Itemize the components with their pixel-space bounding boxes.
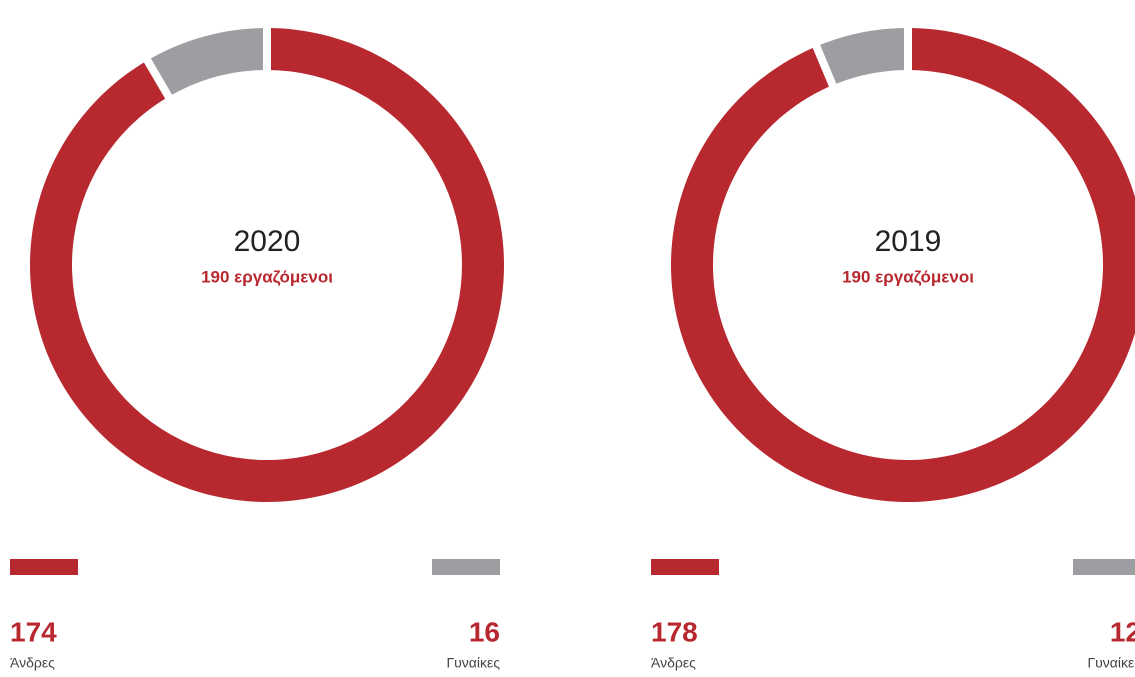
legend-swatch [651,559,719,575]
legend-label: Γυναίκες [446,655,500,671]
legend-value: 16 [469,616,500,647]
donut-slice [671,28,1135,502]
legend-label: Γυναίκες [1087,655,1135,671]
center-title: 2019 [875,225,942,258]
slice-gap [811,43,838,89]
legend-swatch [10,559,78,575]
legend-value: 178 [651,616,698,647]
legend-value: 174 [10,616,57,647]
center-subtitle: 190 εργαζόμενοι [201,267,333,286]
legend-value: 12 [1110,616,1135,647]
donut-slice [147,28,267,97]
legend-swatch [432,559,500,575]
donut-slice [29,28,504,503]
legend-swatch [1073,559,1135,575]
slice-gap [142,56,174,101]
center-subtitle: 190 εργαζόμενοι [842,267,974,286]
donut-slice [816,28,908,86]
legend-label: Άνδρες [651,655,696,671]
legend-label: Άνδρες [10,655,55,671]
center-title: 2020 [234,225,301,258]
